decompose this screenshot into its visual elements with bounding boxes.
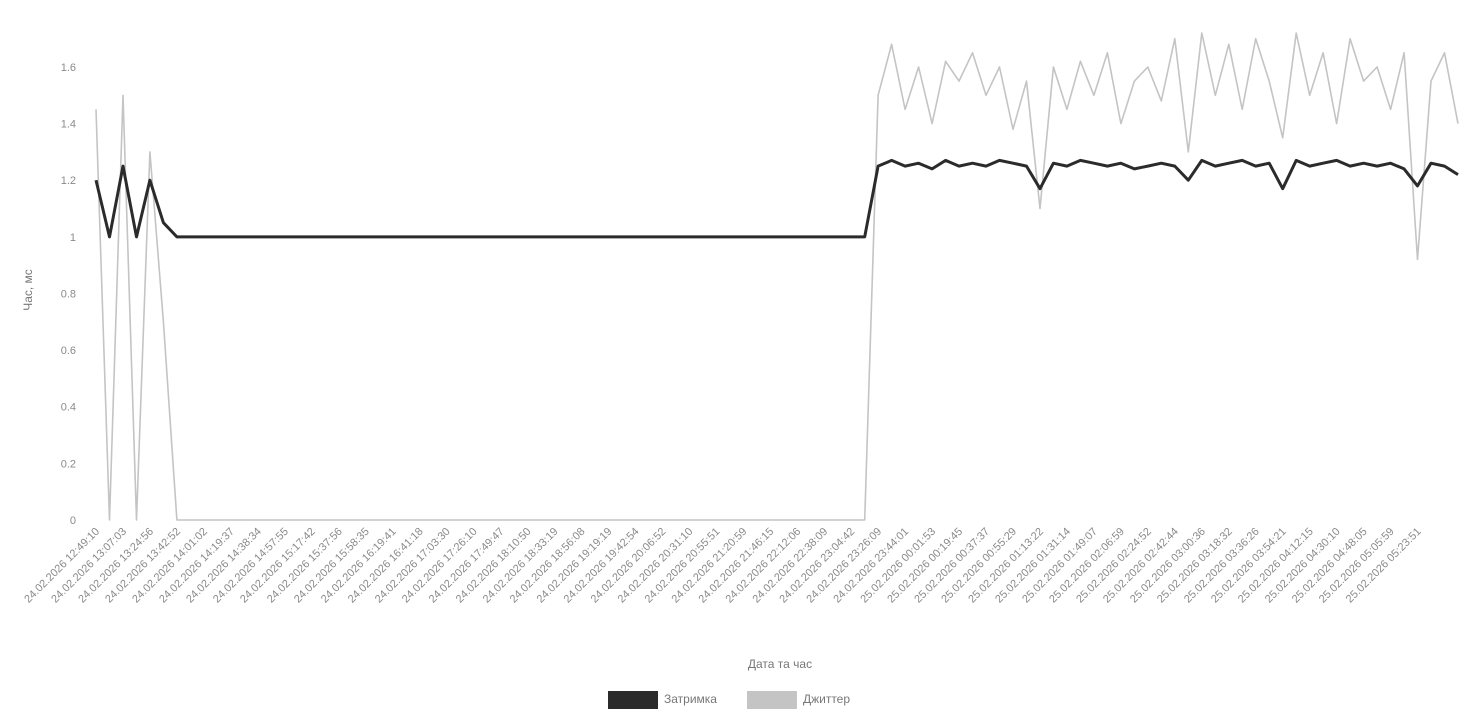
legend-swatch bbox=[746, 691, 797, 709]
y-tick-label: 0 bbox=[70, 515, 76, 527]
y-tick-label: 1 bbox=[70, 232, 76, 244]
y-axis-title: Час, мс bbox=[21, 269, 35, 311]
y-tick-label: 0.4 bbox=[61, 402, 76, 414]
y-tick-label: 0.6 bbox=[61, 345, 76, 357]
legend-swatch bbox=[608, 691, 658, 709]
y-tick-label: 1.2 bbox=[61, 175, 76, 187]
series-line bbox=[94, 158, 1459, 239]
x-axis-title: Дата та час bbox=[748, 657, 812, 671]
y-tick-label: 0.2 bbox=[61, 458, 76, 470]
series-line bbox=[95, 32, 1459, 521]
y-tick-label: 1.4 bbox=[61, 119, 76, 131]
legend-label: Затримка bbox=[664, 692, 717, 706]
legend-label: Джиттер bbox=[803, 692, 850, 706]
y-tick-label: 0.8 bbox=[61, 288, 76, 300]
y-tick-label: 1.6 bbox=[61, 62, 76, 74]
